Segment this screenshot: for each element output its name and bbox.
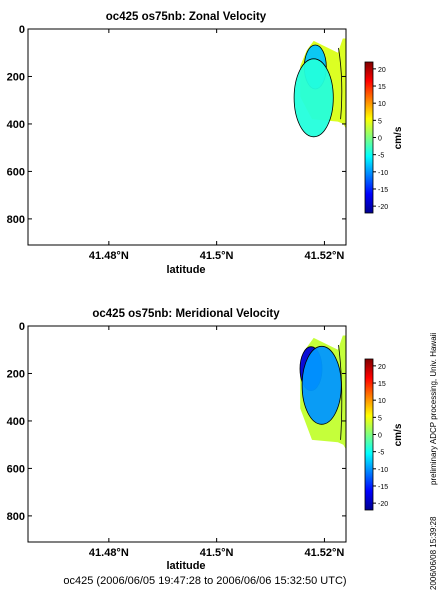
ytick-label: 0	[19, 321, 25, 333]
ytick-label: 600	[7, 166, 25, 178]
ytick-label: 800	[7, 214, 25, 226]
contour-line	[338, 47, 343, 120]
chart-title-meridional: oc425 os75nb: Meridional Velocity	[92, 308, 280, 320]
colorbar-tick-label: -20	[378, 501, 388, 508]
colorbar-tick-label: 20	[378, 67, 386, 74]
colorbar-tick-label: -5	[378, 450, 384, 457]
colorbar-tick-label: 0	[378, 136, 382, 143]
side-timestamp: 2006/06/08 15:39:28	[429, 516, 438, 590]
colorbar-tick-label: -10	[378, 170, 388, 177]
contour-1	[293, 58, 334, 138]
colorbar-gradient	[364, 61, 374, 214]
colorbar-tick-label: 0	[378, 433, 382, 440]
ytick-label: 400	[7, 119, 25, 131]
ytick-label: 200	[7, 368, 25, 380]
xtick-label: 41.52°N	[305, 547, 345, 559]
contour-1	[301, 345, 342, 425]
colorbar-tick-label: 15	[378, 84, 386, 91]
colorbar-tick-label: 5	[378, 118, 382, 125]
colorbar-tick-label: -20	[378, 204, 388, 211]
ytick-label: 0	[19, 24, 25, 36]
colorbar-tick-label: 20	[378, 364, 386, 371]
ytick-label: 200	[7, 71, 25, 83]
panel-meridional: oc425 os75nb: Meridional Velocity 020040…	[7, 308, 404, 572]
plot-area-zonal: 0 200 400 600 800 41.48°N 41.5°N 41.52°N	[7, 24, 347, 262]
plot-background	[28, 29, 346, 245]
chart-title-zonal: oc425 os75nb: Zonal Velocity	[106, 11, 267, 23]
plot-background	[28, 326, 346, 542]
ytick-label: 600	[7, 463, 25, 475]
xtick-label: 41.52°N	[305, 250, 345, 262]
colorbar-zonal: 20 15 10 5 0 -5 -10 -15 -20 cm/s	[364, 61, 404, 214]
side-note: preliminary ADCP processing, Univ. Hawai…	[429, 333, 438, 485]
colorbar-meridional: 20 15 10 5 0 -5 -10 -15 -20 cm/s	[364, 358, 404, 511]
ytick-label: 400	[7, 416, 25, 428]
colorbar-tick-label: -15	[378, 187, 388, 194]
xtick-label: 41.5°N	[200, 547, 234, 559]
colorbar-tick-label: -5	[378, 153, 384, 160]
xlabel-meridional: latitude	[166, 560, 205, 572]
xlabel-zonal: latitude	[166, 264, 205, 276]
xtick-label: 41.5°N	[200, 250, 234, 262]
contour-line	[338, 344, 343, 440]
panel-zonal: oc425 os75nb: Zonal Velocity 02004006008…	[7, 11, 404, 276]
plot-area-meridional: 0 200 400 600 800 41.48°N 41.5°N 41.52°N	[7, 321, 347, 559]
colorbar-units-label: cm/s	[393, 126, 404, 149]
axes-frame	[27, 28, 347, 246]
xtick-label: 41.48°N	[89, 250, 129, 262]
colorbar-tick-label: 5	[378, 415, 382, 422]
colorbar-tick-label: -10	[378, 467, 388, 474]
axes-frame	[27, 325, 347, 543]
xtick-label: 41.48°N	[89, 547, 129, 559]
footer-time-range: oc425 (2006/06/05 19:47:28 to 2006/06/06…	[63, 575, 346, 587]
ytick-label: 800	[7, 511, 25, 523]
colorbar-units-label: cm/s	[393, 423, 404, 446]
colorbar-tick-label: 10	[378, 398, 386, 405]
colorbar-tick-label: -15	[378, 484, 388, 491]
colorbar-gradient	[364, 358, 374, 511]
colorbar-tick-label: 10	[378, 101, 386, 108]
colorbar-tick-label: 15	[378, 381, 386, 388]
